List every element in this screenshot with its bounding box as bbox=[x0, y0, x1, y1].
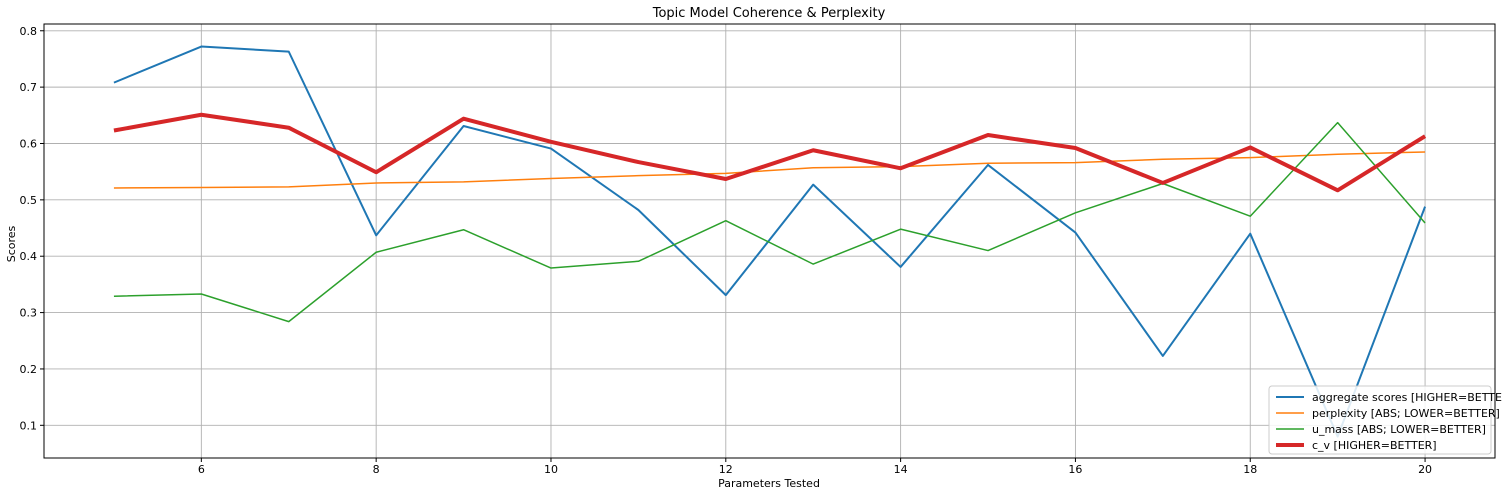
y-tick-label: 0.8 bbox=[20, 25, 38, 38]
x-tick-label: 18 bbox=[1243, 463, 1257, 476]
grid bbox=[44, 24, 1495, 458]
legend-label: u_mass [ABS; LOWER=BETTER] bbox=[1312, 423, 1486, 436]
legend-label: c_v [HIGHER=BETTER] bbox=[1312, 439, 1437, 452]
x-tick-label: 10 bbox=[544, 463, 558, 476]
legend-label: perplexity [ABS; LOWER=BETTER] bbox=[1312, 407, 1500, 420]
y-tick-label: 0.2 bbox=[20, 363, 38, 376]
legend-label: aggregate scores [HIGHER=BETTER] bbox=[1312, 391, 1502, 404]
y-axis-label: Scores bbox=[5, 225, 18, 262]
plot-frame bbox=[43, 23, 1496, 459]
axis-ticks: 6 8 10 12 14 16 18 20 0.1 0.2 0.3 0.4 0.5 0.6 0.7 0.8 bbox=[20, 25, 1433, 476]
x-tick-label: 16 bbox=[1068, 463, 1082, 476]
chart-title: Topic Model Coherence & Perplexity bbox=[652, 6, 886, 21]
y-tick-label: 0.1 bbox=[20, 419, 38, 432]
x-tick-label: 20 bbox=[1418, 463, 1432, 476]
legend-box bbox=[1268, 385, 1492, 455]
series-line-2 bbox=[113, 121, 1426, 323]
x-axis-label: Parameters Tested bbox=[718, 477, 820, 490]
series-line-3 bbox=[113, 112, 1427, 193]
y-tick-label: 0.7 bbox=[20, 81, 38, 94]
y-tick-label: 0.4 bbox=[20, 250, 38, 263]
x-tick-label: 12 bbox=[719, 463, 733, 476]
legend: aggregate scores [HIGHER=BETTER] perplexi… bbox=[1268, 385, 1502, 455]
y-tick-label: 0.6 bbox=[20, 137, 38, 150]
series-line-0 bbox=[113, 45, 1427, 438]
series-line-1 bbox=[113, 151, 1426, 189]
x-tick-label: 8 bbox=[373, 463, 380, 476]
x-tick-label: 6 bbox=[198, 463, 205, 476]
y-tick-label: 0.3 bbox=[20, 307, 38, 320]
series-layer bbox=[113, 45, 1427, 438]
y-tick-label: 0.5 bbox=[20, 194, 38, 207]
x-tick-label: 14 bbox=[894, 463, 908, 476]
